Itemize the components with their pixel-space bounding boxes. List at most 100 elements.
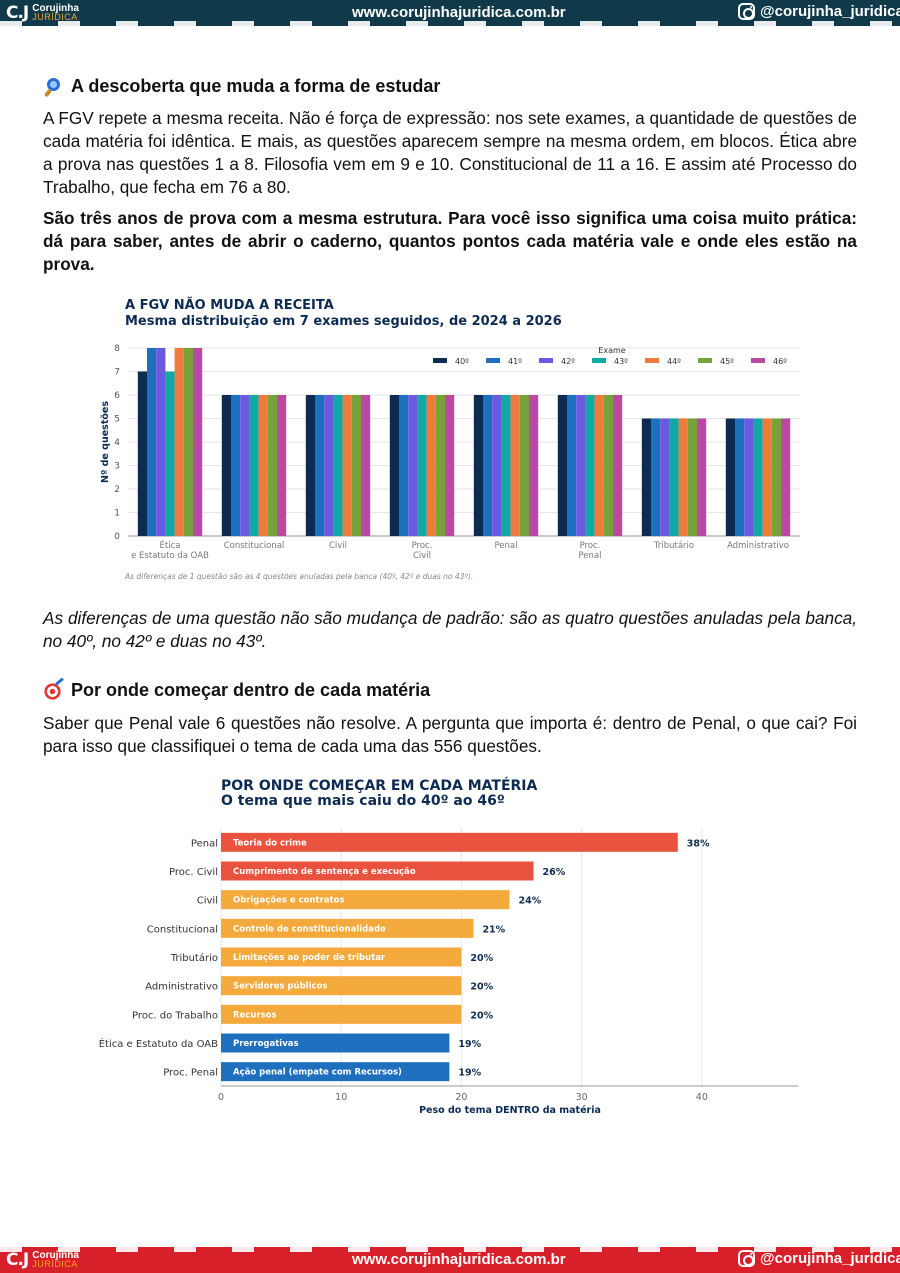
chart-1-bar bbox=[678, 418, 688, 536]
chart-2-bar bbox=[221, 947, 462, 967]
chart-2-bar bbox=[221, 832, 678, 852]
chart-1-bar bbox=[333, 395, 343, 536]
chart-1-bar bbox=[426, 395, 436, 536]
chart-1-bar bbox=[174, 348, 184, 536]
chart-2-bar-label: Controle de constitucionalidade bbox=[233, 924, 386, 934]
chart-2-bar bbox=[221, 861, 534, 881]
chart-1-bar bbox=[651, 418, 661, 536]
magnifier-icon bbox=[43, 77, 63, 97]
footer-site-link[interactable]: www.corujinhajuridica.com.br bbox=[352, 1251, 566, 1268]
chart-1-bar bbox=[305, 395, 315, 536]
chart-2-bar bbox=[221, 1004, 462, 1024]
chart-1-bar bbox=[697, 418, 707, 536]
chart-1-bar bbox=[744, 418, 754, 536]
chart-1-legend-swatch bbox=[592, 358, 606, 363]
chart-2-y-tick: Proc. do Trabalho bbox=[132, 1010, 218, 1021]
chart-2-x-tick: 0 bbox=[218, 1092, 224, 1103]
logo-line2: JURÍDICA bbox=[32, 12, 78, 22]
chart-1-bar bbox=[501, 395, 511, 536]
chart-1-bar bbox=[603, 395, 613, 536]
footer-logo-text: Corujinha JURÍDICA bbox=[32, 1251, 79, 1269]
chart-2-bar-label: Servidores públicos bbox=[233, 982, 327, 992]
chart-1-bar bbox=[762, 418, 772, 536]
chart-2-value-label: 20% bbox=[470, 953, 493, 964]
chart-1-x-tick: Proc. bbox=[580, 541, 601, 551]
footer-instagram-handle: @corujinha_juridica bbox=[760, 1250, 900, 1267]
chart-2-bar-label: Cumprimento de sentença e execução bbox=[233, 867, 416, 877]
chart-2-y-tick: Proc. Penal bbox=[163, 1068, 218, 1079]
footer-logo-line1: Corujinha bbox=[32, 1250, 79, 1261]
logo-text: Corujinha JURÍDICA bbox=[32, 4, 79, 22]
section-2-paragraph-1: Saber que Penal vale 6 questões não reso… bbox=[43, 713, 857, 756]
chart-1-bar bbox=[417, 395, 427, 536]
section-2-heading-wrap: Por onde começar dentro de cada matéria bbox=[43, 676, 857, 701]
chart-1-legend-label: 42º bbox=[561, 357, 575, 366]
footer-instagram-icon bbox=[738, 1250, 755, 1267]
chart-2-bar-label: Teoria do crime bbox=[233, 838, 307, 848]
chart-2-value-label: 38% bbox=[687, 838, 710, 849]
chart-1-bar bbox=[249, 395, 259, 536]
chart-1-bar bbox=[594, 395, 604, 536]
chart-1-legend-swatch bbox=[645, 358, 659, 363]
site-link[interactable]: www.corujinhajuridica.com.br bbox=[352, 4, 566, 21]
chart-1-x-tick: Penal bbox=[494, 541, 517, 551]
chart-1-bar bbox=[324, 395, 334, 536]
chart-1-bar bbox=[473, 395, 483, 536]
header-bar: C.J Corujinha JURÍDICA www.corujinhajuri… bbox=[0, 0, 900, 27]
chart-2-value-label: 24% bbox=[519, 896, 542, 907]
chart-1-legend-swatch bbox=[433, 358, 447, 363]
chart-1-y-tick: 8 bbox=[114, 344, 120, 354]
chart-1-bar bbox=[156, 348, 166, 536]
chart-1-bar bbox=[725, 418, 735, 536]
chart-2-bar-label: Prerrogativas bbox=[233, 1039, 299, 1049]
chart-1-bar bbox=[399, 395, 409, 536]
instagram-link[interactable]: @corujinha_juridica bbox=[738, 3, 900, 20]
chart-1-bar bbox=[687, 418, 697, 536]
chart-2-y-tick: Civil bbox=[197, 896, 218, 907]
chart-1-x-tick: Administrativo bbox=[727, 541, 789, 551]
chart-1-legend-label: 44º bbox=[667, 357, 681, 366]
section-1-title: A descoberta que muda a forma de estudar bbox=[71, 76, 441, 96]
section-1-para-1-wrap: A FGV repete a mesma receita. Não é forç… bbox=[43, 107, 857, 199]
chart-1-x-tick: Ética bbox=[160, 539, 181, 551]
logo[interactable]: C.J Corujinha JURÍDICA bbox=[6, 3, 79, 23]
chart-1-bar bbox=[585, 395, 595, 536]
footer-logo[interactable]: C.J Corujinha JURÍDICA bbox=[6, 1250, 79, 1270]
chart-1-y-tick: 0 bbox=[114, 532, 120, 542]
chart-1-bar bbox=[137, 371, 147, 536]
chart-1-bar bbox=[557, 395, 567, 536]
chart-2-bar bbox=[221, 1033, 450, 1053]
section-1-paragraph-1: A FGV repete a mesma receita. Não é forç… bbox=[43, 108, 857, 197]
chart-1-legend-label: 43º bbox=[614, 357, 628, 366]
chart-1-bar bbox=[408, 395, 418, 536]
chart-1-footnote: As diferenças de 1 questão são as 4 ques… bbox=[124, 572, 473, 581]
chart-1-legend-title: Exame bbox=[598, 346, 625, 355]
section-1-heading-wrap: A descoberta que muda a forma de estudar bbox=[43, 76, 857, 97]
section-2-para-1-wrap: Saber que Penal vale 6 questões não reso… bbox=[43, 712, 857, 758]
chart-2-bar bbox=[221, 918, 474, 938]
chart-2-y-tick: Ética e Estatuto da OAB bbox=[99, 1037, 218, 1050]
chart-1-legend-label: 46º bbox=[773, 357, 787, 366]
chart-1-bar bbox=[221, 395, 231, 536]
section-1-heading: A descoberta que muda a forma de estudar bbox=[43, 76, 857, 97]
chart-1-bar bbox=[753, 418, 763, 536]
chart-1-legend-swatch bbox=[751, 358, 765, 363]
instagram-icon bbox=[738, 3, 755, 20]
chart-2-y-tick: Proc. Civil bbox=[169, 867, 218, 878]
chart-1-legend-swatch bbox=[539, 358, 553, 363]
section-2-heading: Por onde começar dentro de cada matéria bbox=[43, 676, 857, 701]
chart-1-y-tick: 6 bbox=[114, 391, 120, 401]
chart-2-value-label: 19% bbox=[458, 1039, 481, 1050]
section-1-para-3-wrap: As diferenças de uma questão não são mud… bbox=[43, 607, 857, 653]
chart-2-y-tick: Tributário bbox=[170, 952, 218, 964]
chart-1-y-tick: 5 bbox=[114, 415, 120, 425]
footer-instagram-link[interactable]: @corujinha_juridica bbox=[738, 1250, 900, 1267]
chart-1-legend-label: 40º bbox=[455, 357, 469, 366]
chart-1-bar bbox=[183, 348, 193, 536]
chart-2-y-tick: Administrativo bbox=[145, 982, 218, 993]
chart-1-bar bbox=[351, 395, 361, 536]
chart-1-bar bbox=[193, 348, 203, 536]
chart-2-title: POR ONDE COMEÇAR EM CADA MATÉRIA bbox=[221, 777, 538, 794]
chart-2-y-tick: Constitucional bbox=[147, 924, 218, 935]
